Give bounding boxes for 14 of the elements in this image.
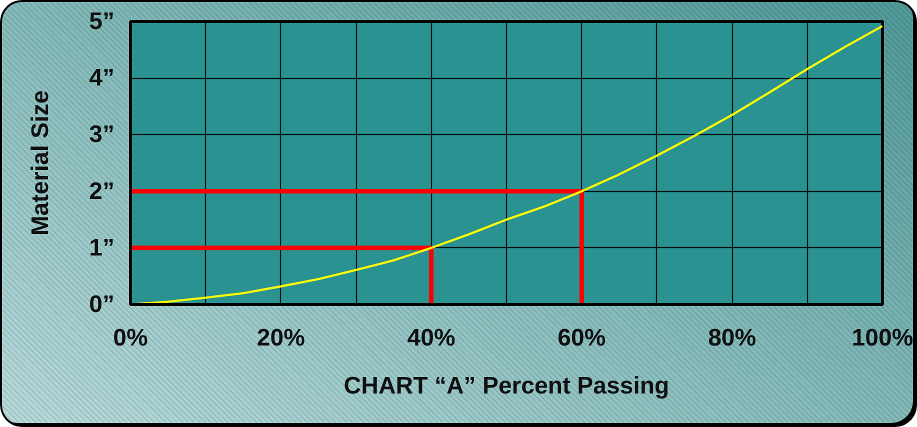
x-axis-title: CHART “A” Percent Passing: [344, 372, 670, 400]
x-tick-label: 100%: [852, 324, 914, 352]
x-tick-label: 0%: [113, 324, 148, 352]
y-tick-label: 3”: [89, 121, 115, 148]
y-tick-label: 0”: [89, 291, 115, 318]
y-tick-label: 5”: [89, 8, 115, 35]
y-axis-title: Material Size: [27, 90, 54, 236]
x-tick-label: 40%: [407, 324, 456, 352]
y-tick-label: 1”: [89, 234, 115, 262]
y-tick-label: 2”: [89, 178, 115, 205]
x-tick-label: 80%: [708, 324, 756, 352]
y-tick-label: 4”: [89, 64, 115, 92]
x-tick-label: 20%: [256, 324, 305, 352]
x-tick-label: 60%: [558, 324, 606, 352]
